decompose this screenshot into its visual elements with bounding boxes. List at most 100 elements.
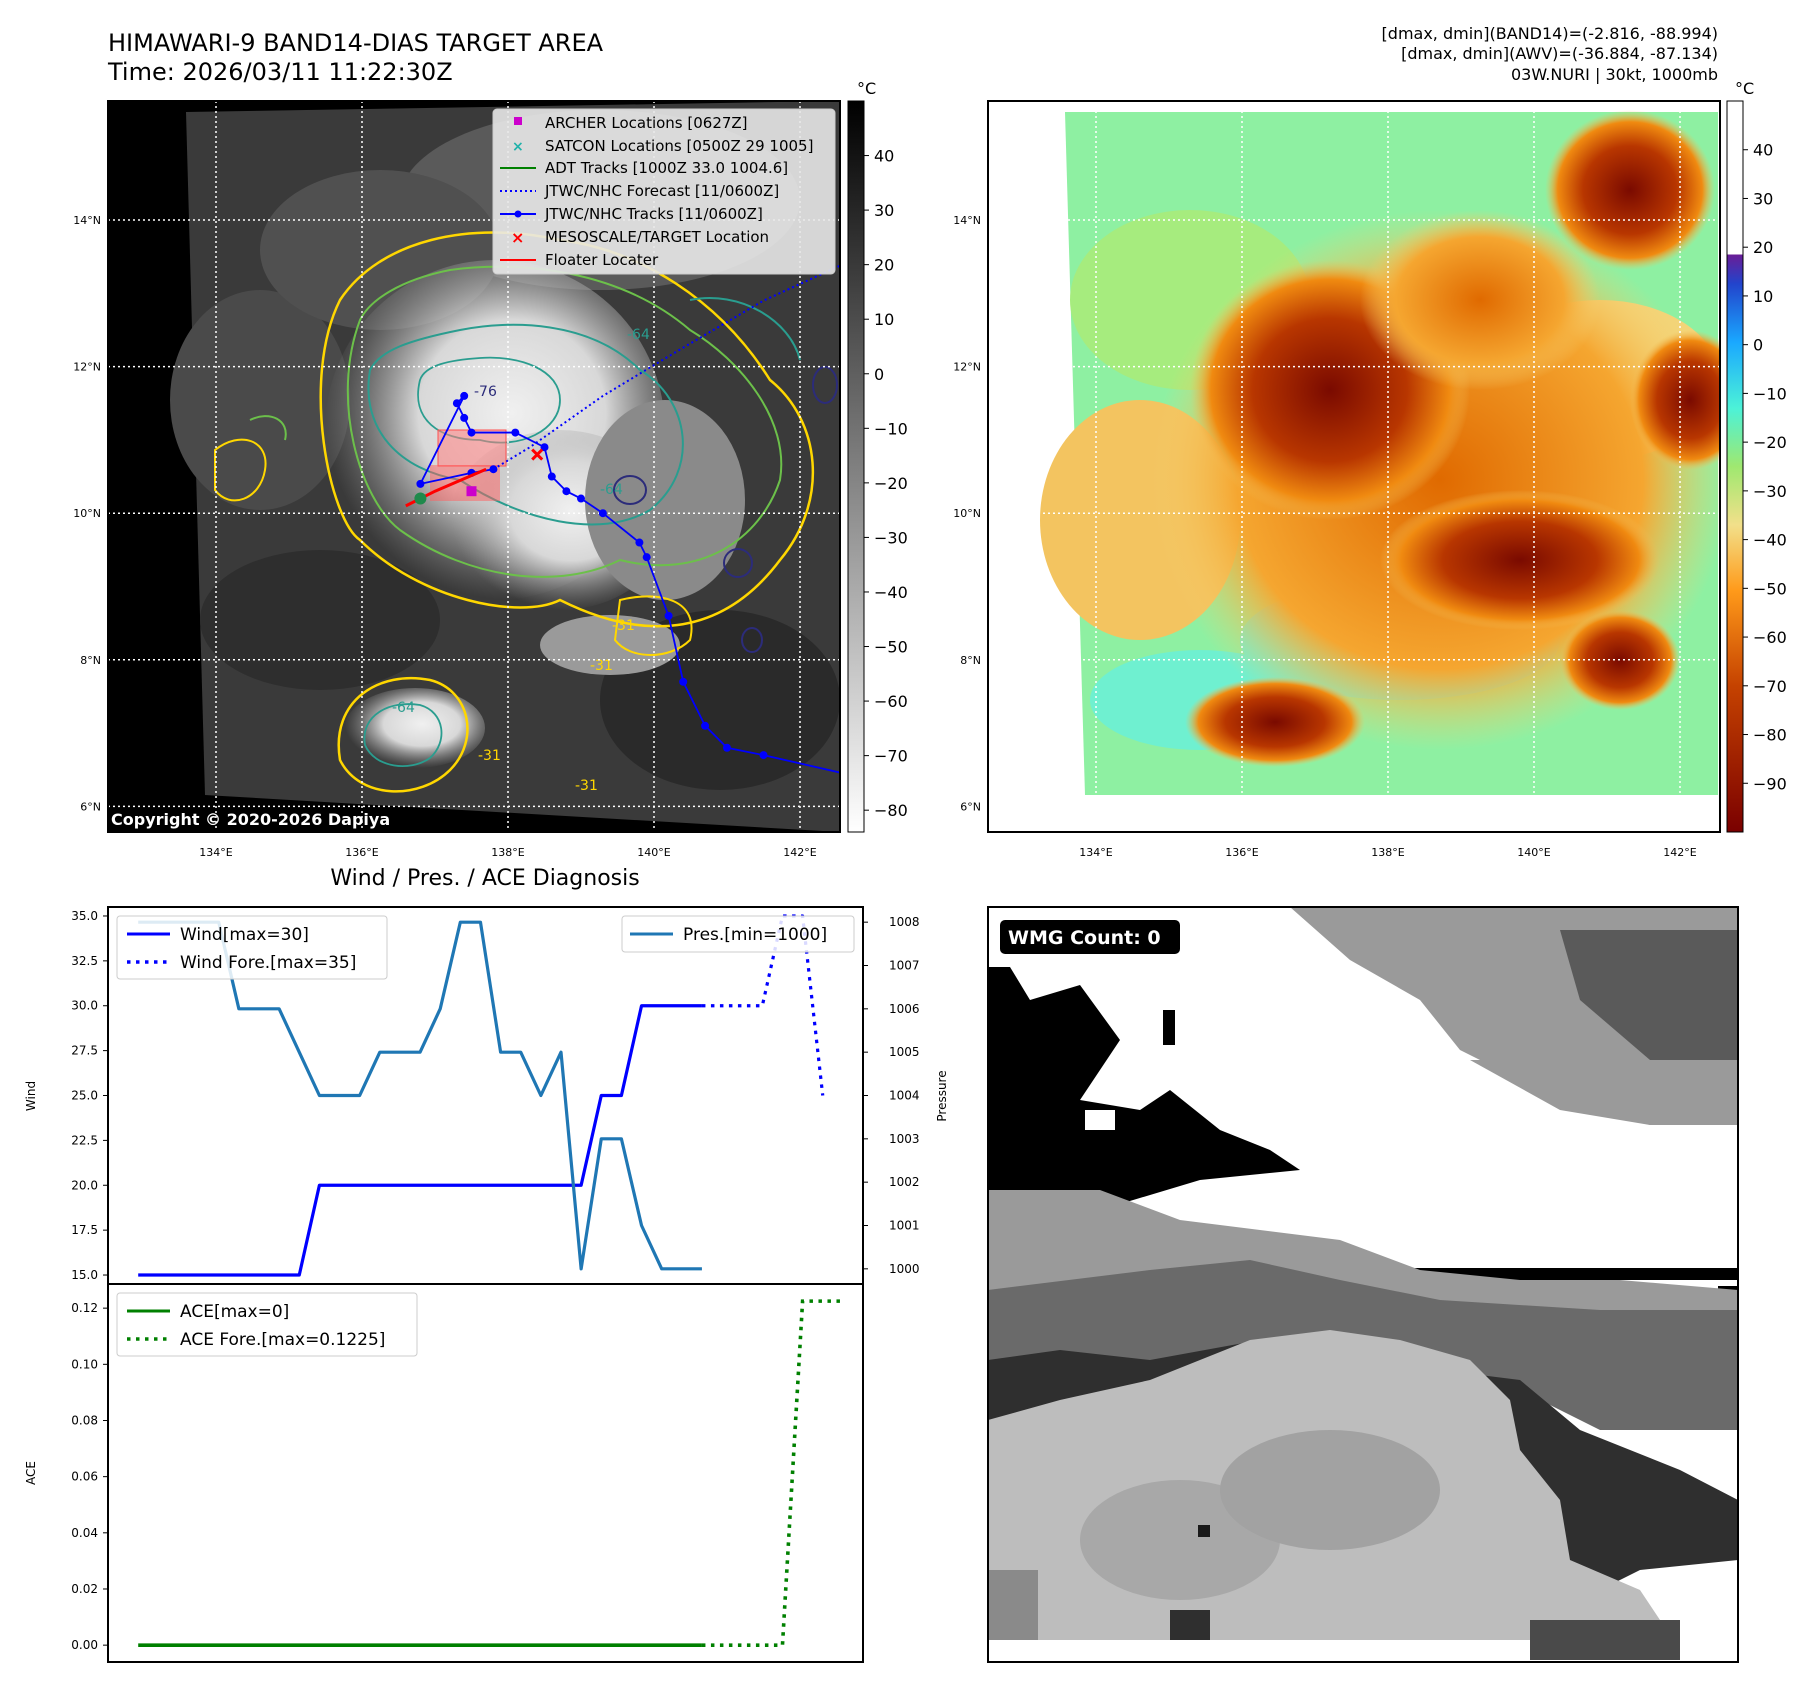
lon-label: 142°E bbox=[1663, 846, 1696, 859]
wind-pressure-chart: Wind / Pres. / ACE Diagnosis Wind Pressu… bbox=[24, 866, 949, 1285]
colorbar-tick-label: −50 bbox=[874, 638, 908, 657]
lon-label: 142°E bbox=[783, 846, 816, 859]
lat-label: 10°N bbox=[953, 507, 981, 520]
ir-legend: ARCHER Locations [0627Z] × SATCON Locati… bbox=[492, 108, 836, 275]
legend-label: ADT Tracks [1000Z 33.0 1004.6] bbox=[545, 159, 788, 177]
contour-teal-south bbox=[363, 703, 443, 767]
pressure-tick-label: 1003 bbox=[889, 1132, 920, 1146]
colorbar-tick-label: −10 bbox=[1753, 384, 1787, 403]
lat-label: 8°N bbox=[960, 654, 981, 667]
lat-label: 6°N bbox=[960, 800, 981, 813]
legend-label: Wind[max=30] bbox=[180, 925, 309, 945]
lat-label: 14°N bbox=[73, 214, 101, 227]
legend-label: ACE Fore.[max=0.1225] bbox=[180, 1330, 385, 1350]
wind-legend: Wind[max=30] Wind Fore.[max=35] bbox=[116, 915, 388, 980]
target-legend-marker: × bbox=[511, 228, 524, 247]
wind-axis-label: Wind bbox=[24, 1081, 38, 1111]
jtwc-track-point bbox=[452, 399, 461, 408]
wmg-panel: WMG Count: 0 bbox=[987, 906, 1739, 1663]
jtwc-track-point bbox=[416, 479, 425, 488]
colorbar-tick-label: −10 bbox=[874, 419, 908, 438]
wind-tick-label: 22.5 bbox=[71, 1133, 98, 1147]
lon-label: 134°E bbox=[199, 846, 232, 859]
ace-tick-label: 0.02 bbox=[71, 1582, 98, 1596]
target-marker bbox=[531, 448, 544, 461]
wind-tick-label: 25.0 bbox=[71, 1089, 98, 1103]
jtwc-track-point bbox=[460, 391, 469, 400]
wind-tick-label: 32.5 bbox=[71, 954, 98, 968]
ace-ticks: 0.00 0.02 0.04 0.06 0.08 0.10 0.12 bbox=[71, 1301, 108, 1652]
colorbar-tick-label: 40 bbox=[1753, 141, 1773, 160]
legend-label: ACE[max=0] bbox=[180, 1302, 289, 1322]
figure-title: HIMAWARI-9 BAND14-DIAS TARGET AREA bbox=[108, 29, 604, 57]
ir-lon-labels: 134°E 136°E 138°E 140°E 142°E bbox=[199, 846, 816, 859]
colorbar-tick-label: −40 bbox=[1753, 531, 1787, 550]
lat-label: 14°N bbox=[953, 214, 981, 227]
wind-tick-label: 17.5 bbox=[71, 1223, 98, 1237]
ace-forecast-line bbox=[701, 1299, 843, 1647]
wind-tick-label: 30.0 bbox=[71, 999, 98, 1013]
contour-navy bbox=[613, 475, 647, 505]
ace-axis-label: ACE bbox=[24, 1461, 38, 1485]
awv-colorbar-unit: °C bbox=[1735, 79, 1754, 98]
lon-label: 136°E bbox=[345, 846, 378, 859]
colorbar-tick-label: −90 bbox=[1753, 774, 1787, 793]
wind-ticks: 15.0 17.5 20.0 22.5 25.0 27.5 30.0 32.5 35.0 bbox=[71, 909, 108, 1282]
colorbar-tick-label: 10 bbox=[874, 310, 894, 329]
contour-label: -64 bbox=[627, 327, 650, 343]
awv-lat-labels: 14°N 12°N 10°N 8°N 6°N bbox=[953, 214, 981, 813]
pressure-tick-label: 1001 bbox=[889, 1219, 920, 1233]
wind-tick-label: 15.0 bbox=[71, 1268, 98, 1282]
ace-tick-label: 0.00 bbox=[71, 1638, 98, 1652]
legend-label: JTWC/NHC Forecast [11/0600Z] bbox=[544, 182, 779, 200]
wind-line bbox=[138, 1004, 702, 1277]
lat-label: 8°N bbox=[80, 654, 101, 667]
jtwc-track-point bbox=[723, 743, 731, 752]
archer-marker bbox=[466, 486, 477, 497]
legend-label: Floater Locater bbox=[545, 251, 659, 269]
jtwc-track-point bbox=[701, 721, 710, 730]
colorbar-tick-label: −60 bbox=[1753, 628, 1787, 647]
ir-tracks bbox=[405, 264, 840, 775]
ace-series bbox=[138, 1299, 843, 1647]
legend-label: MESOSCALE/TARGET Location bbox=[545, 228, 769, 246]
jtwc-track-point bbox=[540, 443, 549, 452]
contour-label: -31 bbox=[575, 778, 598, 794]
stats-awv: [dmax, dmin](AWV)=(-36.884, -87.134) bbox=[1401, 44, 1718, 63]
pressure-tick-label: 1008 bbox=[889, 915, 920, 929]
colorbar-tick-label: 40 bbox=[874, 147, 894, 166]
wmg-count-badge: WMG Count: 0 bbox=[1008, 927, 1161, 949]
ir-colorbar bbox=[847, 100, 865, 833]
jtwc-track-point bbox=[489, 465, 498, 474]
lon-label: 140°E bbox=[637, 846, 670, 859]
figure-time: Time: 2026/03/11 11:22:30Z bbox=[107, 58, 453, 86]
colorbar-tick-label: 10 bbox=[1753, 287, 1773, 306]
copyright-text: Copyright © 2020-2026 Dapiya bbox=[111, 810, 390, 829]
jtwc-forecast-line bbox=[492, 264, 840, 471]
colorbar-tick-label: 30 bbox=[874, 201, 894, 220]
lon-label: 134°E bbox=[1079, 846, 1112, 859]
lon-label: 140°E bbox=[1517, 846, 1550, 859]
ir-map-panel: -76 -64 -64 -64 -31 -31 -31 -31 Copyrigh… bbox=[73, 79, 908, 859]
awv-gridlines bbox=[988, 101, 1720, 832]
colorbar-tick-label: −30 bbox=[1753, 482, 1787, 501]
jtwc-track-point bbox=[460, 413, 469, 422]
ir-colorbar-ticks: 40 30 20 10 0 −10 −20 −30 −40 −50 −60 −70 −80 bbox=[864, 147, 908, 820]
ir-colorbar-unit: °C bbox=[857, 79, 876, 98]
lon-label: 138°E bbox=[491, 846, 524, 859]
contour-label: -31 bbox=[590, 658, 613, 674]
ace-legend: ACE[max=0] ACE Fore.[max=0.1225] bbox=[116, 1292, 418, 1357]
pressure-axis-label: Pressure bbox=[935, 1070, 949, 1121]
satcon-legend-marker: × bbox=[512, 139, 524, 155]
jtwc-track-point bbox=[664, 611, 673, 620]
contour-yellow-south bbox=[337, 676, 469, 793]
colorbar-tick-label: 20 bbox=[1753, 238, 1773, 257]
wind-tick-label: 35.0 bbox=[71, 909, 98, 923]
colorbar-tick-label: −80 bbox=[874, 801, 908, 820]
colorbar-tick-label: −80 bbox=[1753, 726, 1787, 745]
pressure-legend: Pres.[min=1000] bbox=[621, 915, 855, 953]
contour-label: -64 bbox=[392, 700, 415, 716]
legend-label: SATCON Locations [0500Z 29 1005] bbox=[545, 137, 813, 155]
jtwc-track-point bbox=[467, 428, 476, 437]
pressure-tick-label: 1002 bbox=[889, 1175, 920, 1189]
